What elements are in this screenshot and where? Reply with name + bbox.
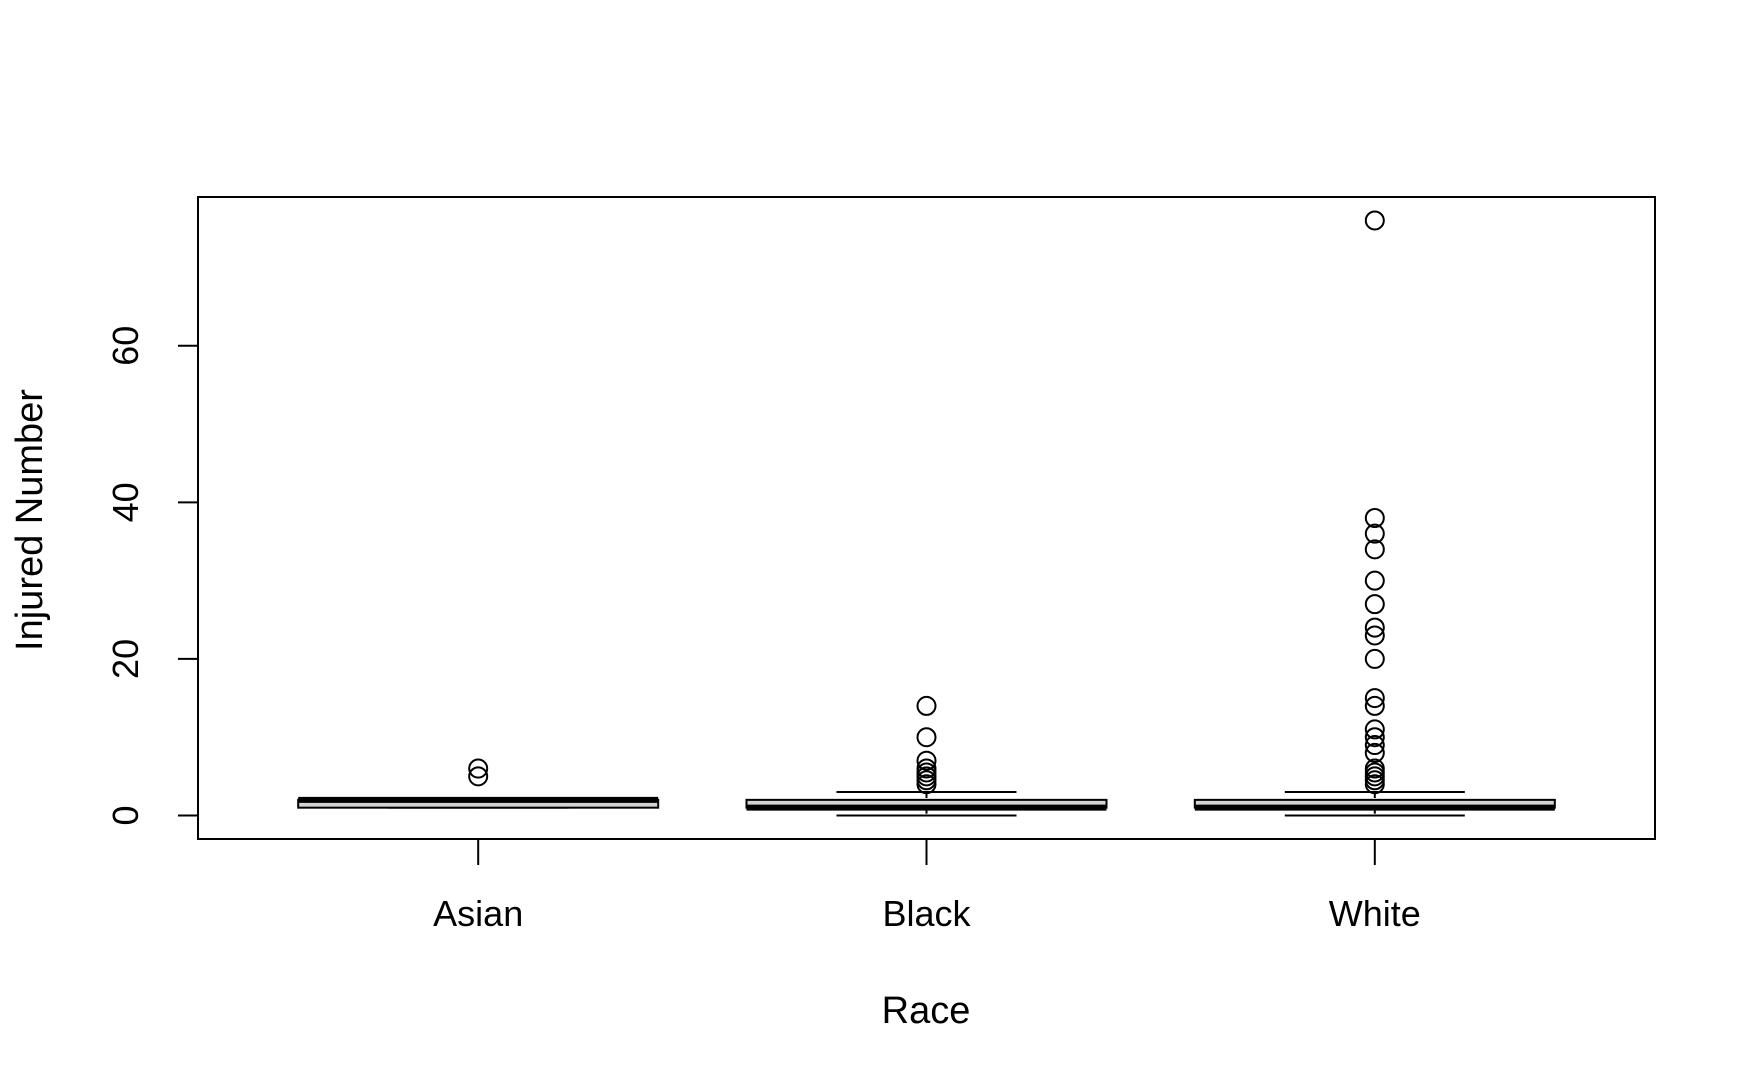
y-axis-label: Injured Number: [9, 389, 51, 651]
plot-frame: [197, 196, 1656, 840]
outlier-point: [1364, 688, 1385, 709]
box-group-white: [1193, 210, 1556, 817]
outlier-point: [1364, 735, 1385, 756]
outlier-point: [1364, 594, 1385, 615]
y-tick-label: 40: [105, 482, 146, 522]
y-tick-label: 60: [105, 326, 146, 366]
outlier-point: [1364, 766, 1385, 787]
outlier-point: [916, 695, 937, 716]
x-tick-label: White: [1329, 893, 1421, 934]
outlier-point: [1364, 727, 1385, 748]
outlier-point: [916, 758, 937, 779]
y-tick-label: 0: [105, 805, 146, 825]
boxes-layer: [297, 210, 1556, 817]
box-group-asian: [297, 758, 660, 809]
box-group-black: [745, 695, 1108, 817]
outlier-point: [1364, 719, 1385, 740]
x-tick-label: Asian: [433, 893, 523, 934]
outlier-point: [1364, 742, 1385, 763]
outlier-point: [1364, 758, 1385, 779]
outlier-point: [916, 750, 937, 771]
x-tick-label: Black: [882, 893, 971, 934]
outlier-point: [1364, 570, 1385, 591]
outlier-point: [468, 758, 489, 779]
outlier-point: [1364, 508, 1385, 528]
y-axis: 0 20 40 60: [105, 326, 199, 826]
outlier-point: [1364, 210, 1385, 231]
outlier-point: [1364, 648, 1385, 669]
x-axis: Asian Black White: [433, 839, 1421, 934]
outlier-point: [916, 727, 937, 748]
outlier-point: [1364, 695, 1385, 716]
outlier-point: [1364, 762, 1385, 783]
outlier-point: [1364, 625, 1385, 646]
outlier-point: [468, 766, 489, 787]
outlier-point: [1364, 617, 1385, 638]
outlier-point: [1364, 539, 1385, 560]
x-axis-label: Race: [882, 990, 971, 1032]
y-tick-label: 20: [105, 639, 146, 679]
outlier-point: [1364, 523, 1385, 544]
